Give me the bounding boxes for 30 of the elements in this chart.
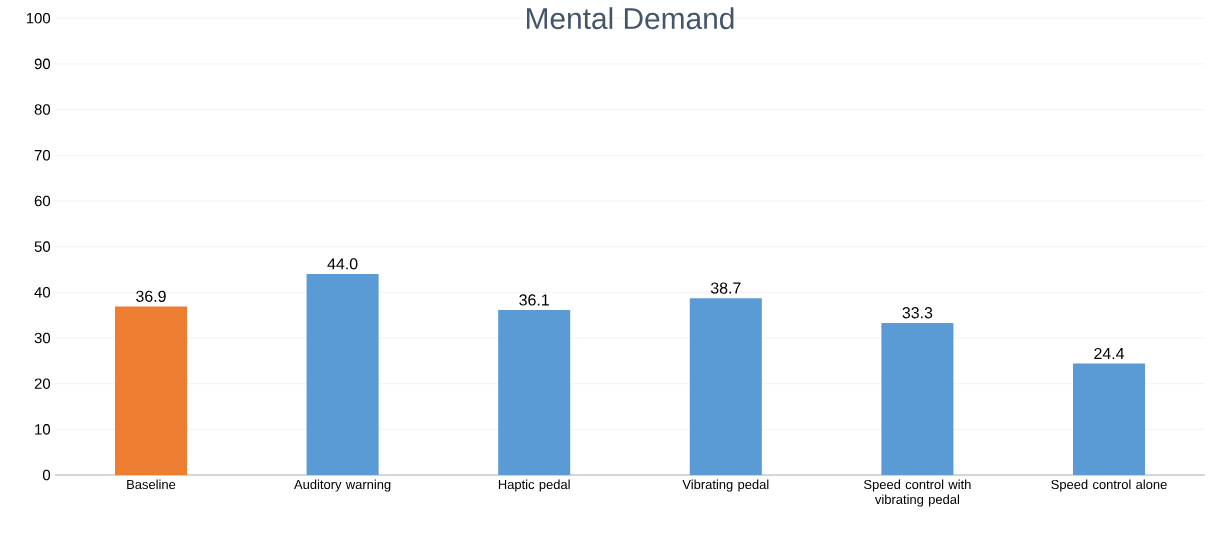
y-tick-label: 90 xyxy=(34,58,51,70)
y-tick-label: 40 xyxy=(34,286,51,298)
bar xyxy=(498,310,571,475)
bar xyxy=(114,306,188,475)
x-tick-label: Baseline xyxy=(127,479,176,489)
bar xyxy=(306,273,379,475)
data-label: 36.9 xyxy=(136,290,166,302)
bar xyxy=(1072,363,1146,475)
y-tick-label: 30 xyxy=(34,332,51,344)
y-tick-label: 0 xyxy=(42,469,51,481)
x-tick-label: Auditory warning xyxy=(294,479,391,492)
y-tick-label: 80 xyxy=(34,104,51,115)
x-tick-label: Vibrating pedal xyxy=(682,479,769,492)
bar xyxy=(689,298,762,475)
x-tick-label: Haptic pedal xyxy=(498,479,570,492)
x-tick-label: Speed control alone xyxy=(1051,479,1167,492)
chart-title: Mental Demand xyxy=(526,7,734,30)
y-tick-label: 20 xyxy=(34,378,51,389)
data-label: 44.0 xyxy=(327,258,358,270)
data-label: 38.7 xyxy=(710,282,741,294)
x-tick-label: Speed control with vibrating pedal xyxy=(864,479,971,507)
data-label: 36.1 xyxy=(519,294,549,306)
y-tick-label: 50 xyxy=(34,241,51,252)
y-tick-label: 100 xyxy=(26,12,51,24)
y-tick-label: 10 xyxy=(35,423,51,435)
data-label: 24.4 xyxy=(1094,347,1125,359)
bar xyxy=(881,322,954,475)
data-label: 33.3 xyxy=(902,307,933,319)
y-tick-label: 70 xyxy=(34,149,51,161)
y-tick-label: 60 xyxy=(34,195,51,207)
